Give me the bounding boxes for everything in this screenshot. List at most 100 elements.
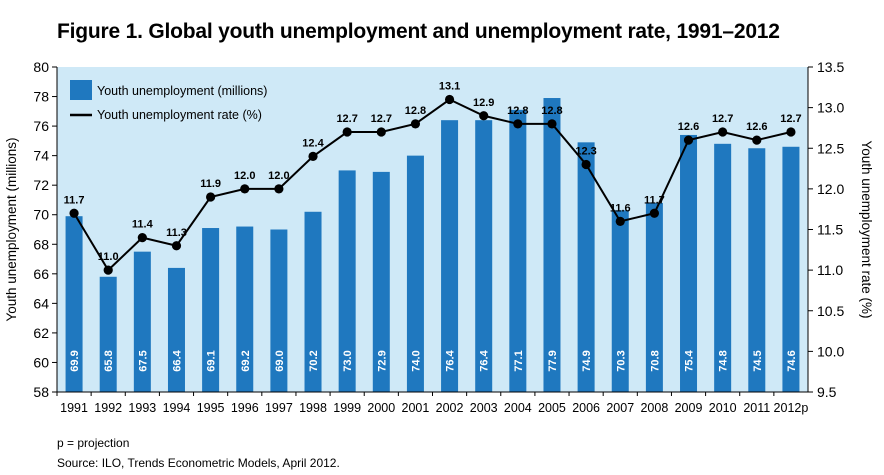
y2-tick-label: 13.5 xyxy=(817,59,844,75)
x-tick-label: 1994 xyxy=(163,401,191,415)
rate-point xyxy=(171,241,182,251)
bar xyxy=(475,120,493,392)
bar-value-label: 70.3 xyxy=(615,350,627,371)
y-tick-label: 72 xyxy=(33,177,49,193)
bar-value-label: 74.9 xyxy=(581,350,593,371)
bar-value-label: 75.4 xyxy=(684,349,696,371)
bar-value-label: 76.4 xyxy=(479,349,491,371)
legend-bar-label: Youth unemployment (millions) xyxy=(97,84,267,98)
y2-tick-label: 11.5 xyxy=(817,222,843,238)
x-tick-label: 2011 xyxy=(743,401,770,415)
bar-value-label: 74.0 xyxy=(410,350,422,371)
x-tick-label: 2007 xyxy=(606,401,634,415)
y-tick-label: 74 xyxy=(33,148,49,164)
rate-value-label: 11.7 xyxy=(644,194,665,206)
x-tick-label: 2012p xyxy=(774,401,809,415)
rate-point xyxy=(308,151,318,161)
legend-bar-swatch xyxy=(70,80,92,100)
rate-point xyxy=(752,135,762,145)
rate-point xyxy=(683,135,694,145)
bar xyxy=(543,98,561,392)
rate-point xyxy=(376,127,386,137)
y-tick-label: 78 xyxy=(33,89,49,105)
bar-value-label: 69.0 xyxy=(274,350,286,371)
bar-value-label: 65.8 xyxy=(103,350,115,371)
legend: Youth unemployment (millions) Youth unemp… xyxy=(70,80,267,122)
rate-value-label: 12.4 xyxy=(302,137,324,149)
bar xyxy=(270,229,288,392)
bar xyxy=(406,155,424,392)
bar-value-label: 73.0 xyxy=(342,350,354,371)
bar xyxy=(304,211,322,392)
rate-point xyxy=(410,119,421,129)
chart-title: Figure 1. Global youth unemployment and … xyxy=(57,20,780,43)
bar xyxy=(441,120,459,392)
projection-note: p = projection xyxy=(57,436,130,450)
bar xyxy=(782,146,800,392)
bar-series xyxy=(65,98,800,393)
y2-tick-label: 10.0 xyxy=(817,343,844,359)
x-tick-label: 2009 xyxy=(675,401,703,415)
rate-value-label: 11.9 xyxy=(200,178,221,190)
x-tick-label: 1997 xyxy=(265,401,293,415)
y-tick-label: 58 xyxy=(33,384,49,400)
rate-value-label: 11.0 xyxy=(98,251,119,263)
x-tick-label: 1991 xyxy=(60,401,88,415)
x-tick-label: 1993 xyxy=(128,401,156,415)
bar xyxy=(577,142,595,392)
rate-point xyxy=(786,127,796,137)
rate-value-label: 13.1 xyxy=(439,81,460,93)
rate-point xyxy=(240,184,250,194)
rate-point xyxy=(274,184,284,194)
bar xyxy=(372,171,390,392)
x-tick-label: 1992 xyxy=(94,401,122,415)
rate-value-label: 12.0 xyxy=(234,170,255,182)
rate-value-label: 12.0 xyxy=(268,170,289,182)
y2-axis-title: Youth unemployment rate (%) xyxy=(859,140,874,318)
y-tick-label: 62 xyxy=(33,325,49,341)
bar xyxy=(645,202,663,392)
bar xyxy=(65,216,83,392)
bar xyxy=(167,267,185,392)
bar xyxy=(236,226,254,392)
y-tick-label: 68 xyxy=(33,236,49,252)
x-tick-label: 2002 xyxy=(436,401,464,415)
bar xyxy=(748,148,766,392)
rate-point xyxy=(103,265,113,275)
rate-point xyxy=(615,216,625,226)
bar-value-label: 67.5 xyxy=(137,350,149,371)
bar xyxy=(99,276,117,392)
rate-point xyxy=(69,208,79,218)
bar-value-label: 70.2 xyxy=(308,350,320,371)
bar-value-label: 70.8 xyxy=(649,350,661,371)
rate-point xyxy=(342,127,352,137)
y-tick-label: 64 xyxy=(33,295,49,311)
rate-line xyxy=(73,98,792,272)
y-tick-label: 70 xyxy=(33,207,49,223)
rate-point xyxy=(718,127,728,137)
y2-tick-label: 10.5 xyxy=(817,303,844,319)
rate-value-label: 12.8 xyxy=(507,105,528,117)
x-tick-label: 2005 xyxy=(538,401,566,415)
rate-point xyxy=(206,192,216,202)
x-tick-label: 2010 xyxy=(709,401,737,415)
rate-value-label: 12.6 xyxy=(746,121,767,133)
y-axis-title: Youth unemployment (millions) xyxy=(4,137,19,321)
bar-value-label: 69.2 xyxy=(240,350,252,371)
bar-value-label: 77.1 xyxy=(513,350,525,371)
bar-value-label: 76.4 xyxy=(445,349,457,371)
source-note: Source: ILO, Trends Econometric Models, … xyxy=(57,456,340,470)
x-tick-label: 2008 xyxy=(640,401,668,415)
rate-value-label: 12.7 xyxy=(712,113,733,125)
bar xyxy=(509,109,527,392)
rate-value-label: 11.6 xyxy=(610,202,631,214)
y-tick-label: 80 xyxy=(33,59,49,75)
y-tick-label: 66 xyxy=(33,266,49,282)
rate-point xyxy=(137,233,147,243)
y2-tick-label: 9.5 xyxy=(817,384,837,400)
x-tick-label: 1995 xyxy=(197,401,225,415)
rate-value-label: 12.8 xyxy=(405,105,426,117)
bar xyxy=(611,210,629,392)
y2-tick-label: 12.5 xyxy=(817,140,844,156)
rate-value-label: 12.7 xyxy=(780,113,801,125)
